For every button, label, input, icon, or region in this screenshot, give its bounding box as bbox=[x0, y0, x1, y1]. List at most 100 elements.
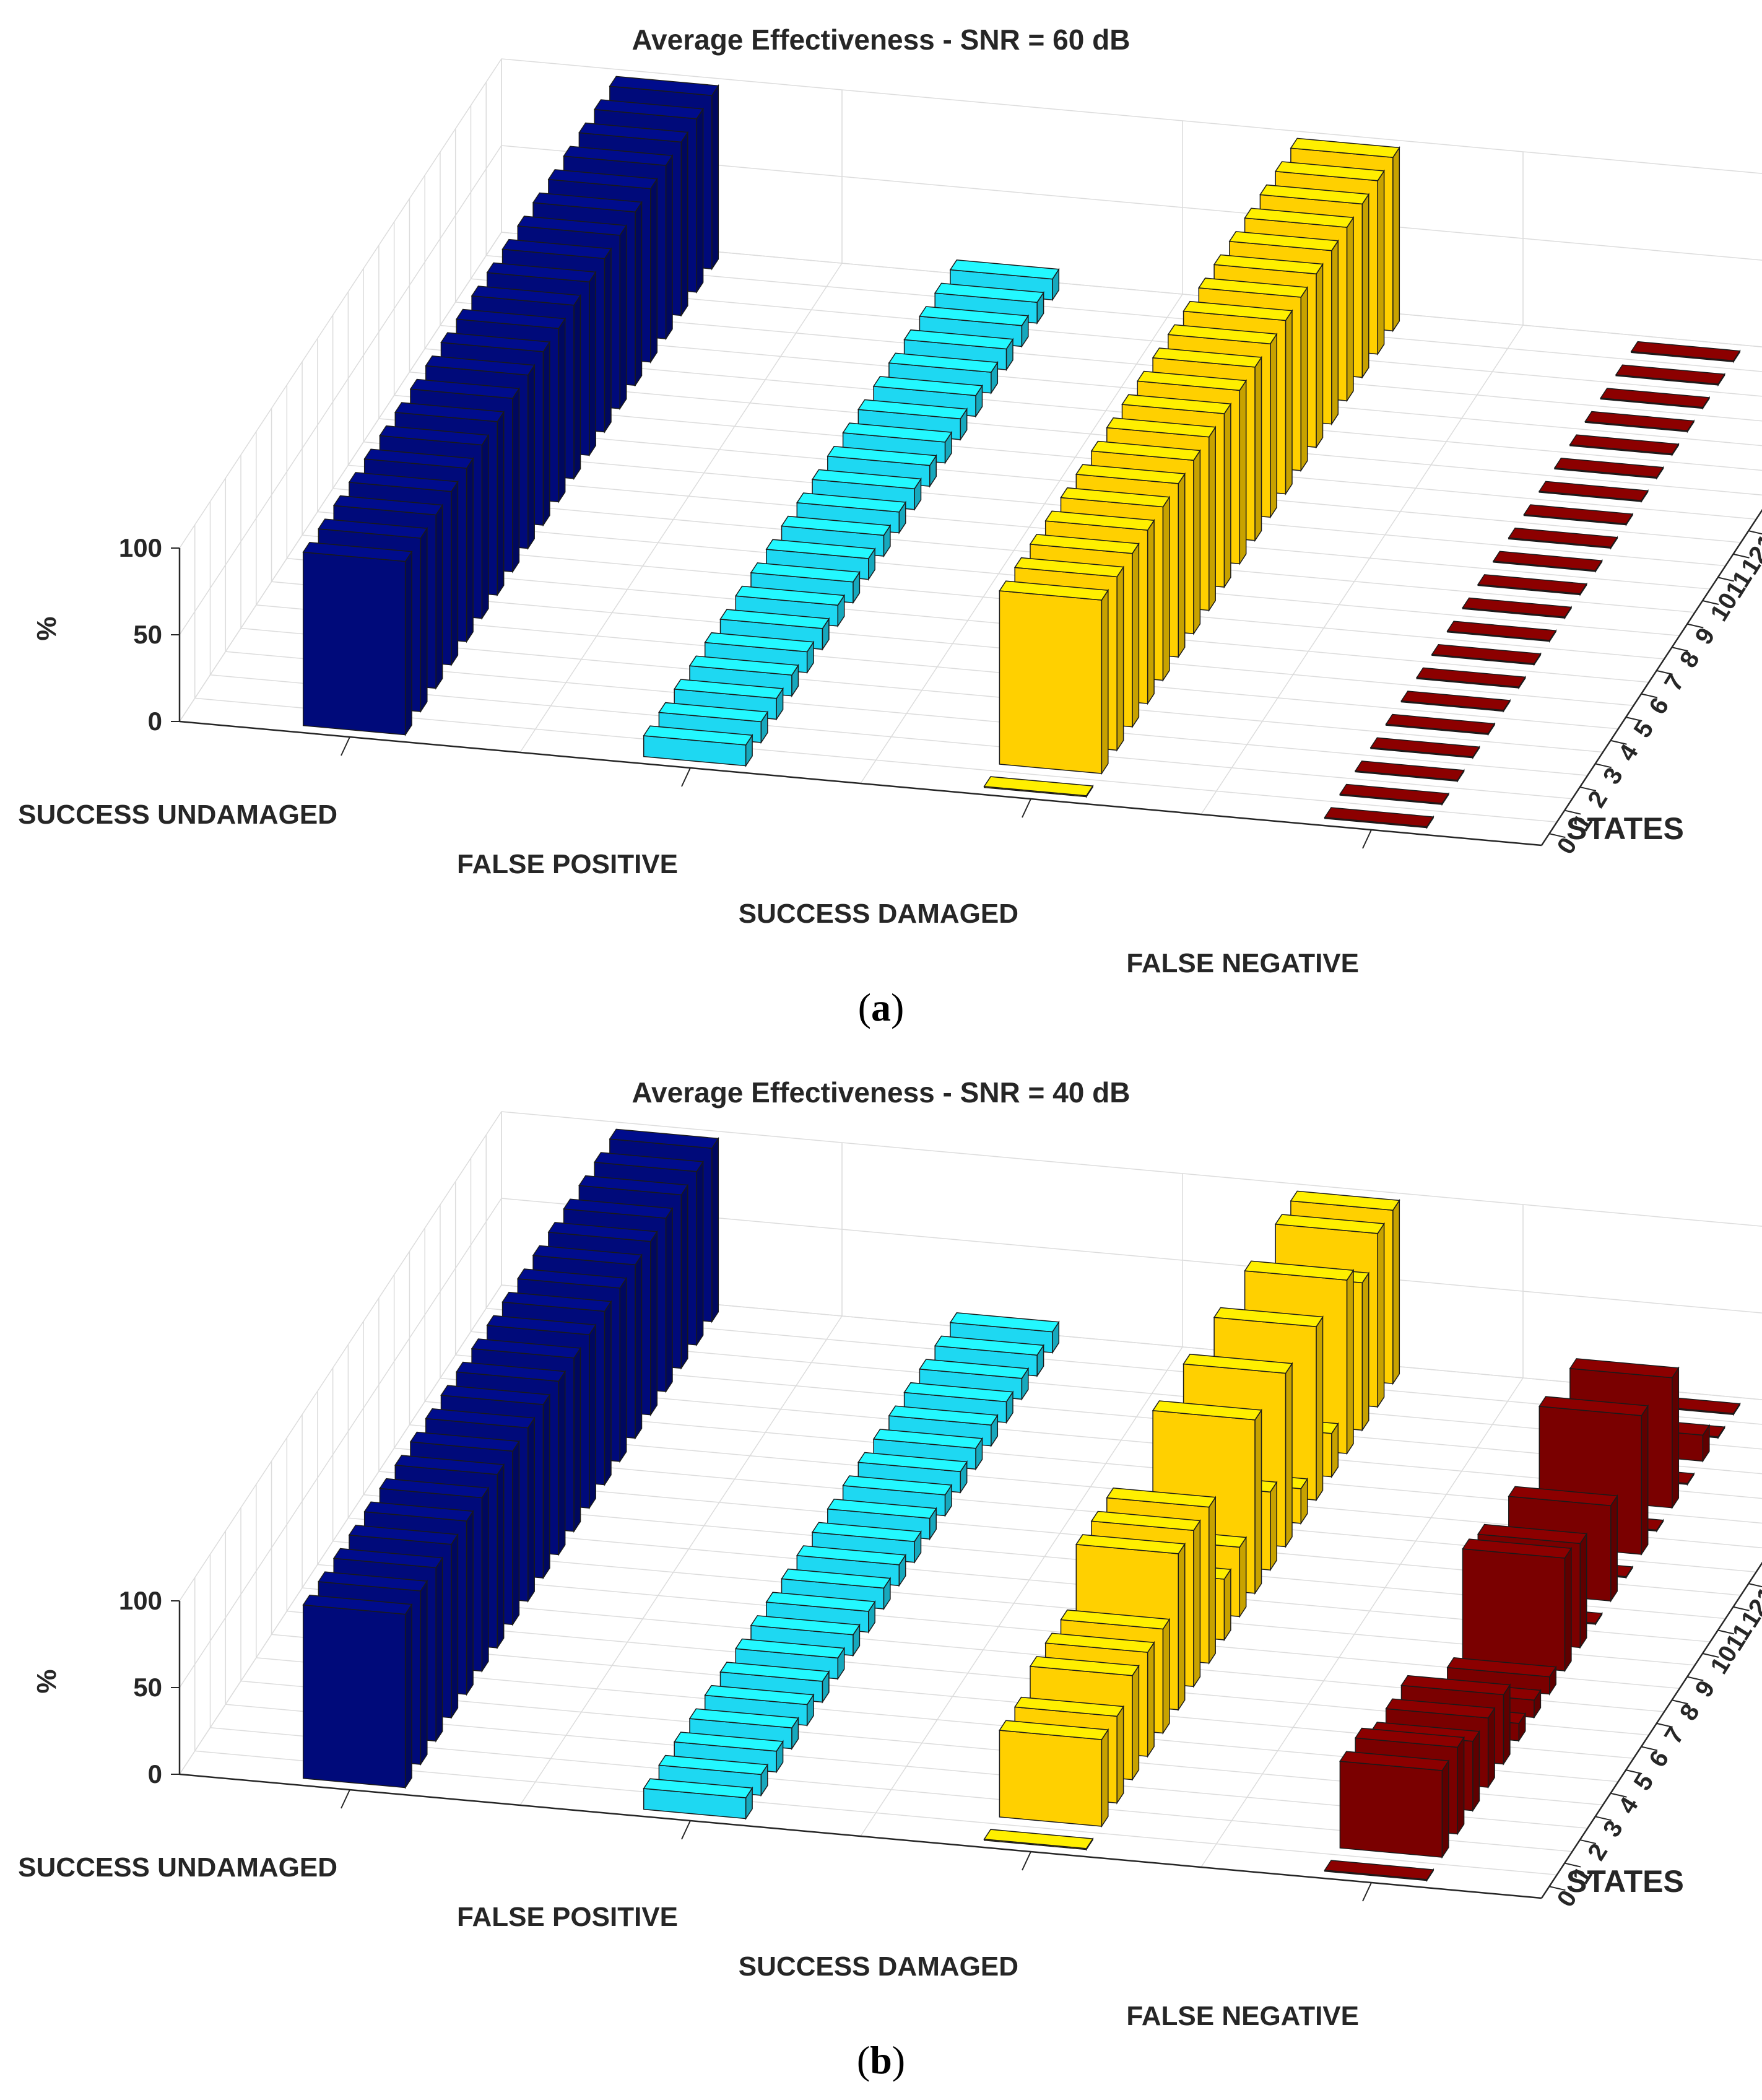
bar-top-face bbox=[1385, 1698, 1496, 1719]
bar-side-face bbox=[1377, 1222, 1385, 1409]
bar-top-face bbox=[704, 1684, 815, 1706]
bar-top-face bbox=[1477, 574, 1588, 595]
states-axis-label: STATES bbox=[1566, 1864, 1684, 1899]
bar-side-face bbox=[711, 84, 719, 271]
bar-side-face bbox=[404, 1603, 412, 1790]
bar-side-face bbox=[696, 1160, 704, 1347]
floor-gridline-category bbox=[179, 232, 502, 722]
bar-top-face bbox=[578, 1175, 689, 1196]
chart-a: Average Effectiveness - SNR = 60 dB 0 50 10… bbox=[18, 24, 1762, 978]
bar-top-face bbox=[1060, 487, 1171, 508]
bar-top-face bbox=[532, 192, 643, 213]
bar-side-face bbox=[1392, 1198, 1400, 1385]
chart-title: Average Effectiveness - SNR = 60 dB bbox=[632, 24, 1131, 56]
bar-side-face bbox=[1457, 1736, 1465, 1836]
state-tick-mark bbox=[1702, 1653, 1719, 1658]
bar-top-face bbox=[673, 1732, 784, 1752]
bar-side-face bbox=[1285, 1362, 1293, 1549]
bar-side-face bbox=[451, 1533, 459, 1720]
state-tick-mark bbox=[1579, 1839, 1597, 1844]
bar-top-face bbox=[781, 515, 892, 536]
bar-top-face bbox=[302, 1595, 413, 1615]
bar-success-damaged-state-0 bbox=[983, 776, 1094, 799]
bar-side-face bbox=[635, 200, 643, 387]
bar-side-face bbox=[435, 503, 443, 690]
bar-side-face bbox=[1361, 193, 1369, 379]
state-tick-label: 9 bbox=[1690, 1676, 1721, 1702]
bar-top-face bbox=[409, 378, 520, 399]
bar-side-face bbox=[1346, 216, 1354, 403]
bar-top-face bbox=[1354, 1727, 1465, 1748]
bar-side-face bbox=[573, 294, 581, 481]
bar-side-face bbox=[635, 1253, 643, 1440]
bar-top-face bbox=[471, 1338, 581, 1359]
bar-top-face bbox=[857, 1452, 968, 1473]
bar-side-face bbox=[512, 1439, 520, 1626]
bar-top-face bbox=[1339, 1751, 1450, 1771]
z-tick-label: 0 bbox=[148, 1759, 162, 1788]
state-tick-mark bbox=[1610, 739, 1627, 745]
bar-top-face bbox=[1400, 1675, 1511, 1696]
bar-top-face bbox=[1152, 1400, 1262, 1421]
bar-false-negative-state-6 bbox=[1415, 667, 1527, 690]
bar-top-face bbox=[593, 99, 704, 120]
state-tick-label: 3 bbox=[1598, 763, 1628, 789]
state-tick-label: 6 bbox=[1644, 693, 1674, 719]
bar-top-face bbox=[547, 1222, 658, 1242]
bar-top-face bbox=[781, 1568, 892, 1589]
bar-top-face bbox=[332, 1548, 443, 1569]
category-tick-label: FALSE POSITIVE bbox=[457, 1902, 678, 1932]
state-tick-mark bbox=[1687, 1676, 1704, 1681]
bar-side-face bbox=[680, 131, 688, 317]
bar-top-face bbox=[1431, 644, 1542, 664]
bar-false-negative-state-7 bbox=[1431, 644, 1542, 666]
bar-top-face bbox=[363, 1501, 474, 1522]
bar-top-face bbox=[1183, 300, 1293, 321]
bar-false-negative-state-10 bbox=[1477, 574, 1588, 596]
bar-side-face bbox=[1254, 355, 1262, 542]
state-tick-label: 2 bbox=[1582, 786, 1613, 813]
bar-top-face bbox=[1106, 417, 1217, 438]
state-tick-mark bbox=[1672, 1699, 1688, 1705]
z-tick-label: 50 bbox=[133, 620, 162, 649]
bar-top-face bbox=[734, 585, 846, 606]
bar-top-face bbox=[563, 1198, 674, 1219]
bar-side-face bbox=[466, 456, 474, 643]
bar-side-face bbox=[1300, 285, 1308, 473]
bar-false-negative-state-3 bbox=[1369, 737, 1480, 760]
bar-side-face bbox=[542, 1393, 550, 1580]
bar-top-face bbox=[888, 1405, 999, 1426]
state-tick-mark bbox=[1549, 1886, 1566, 1891]
bar-top-face bbox=[1369, 737, 1480, 757]
bar-side-face bbox=[650, 1230, 658, 1417]
bar-false-negative-state-16 bbox=[1569, 434, 1680, 457]
bar-side-face bbox=[1223, 402, 1231, 589]
bar-side-face bbox=[1377, 169, 1385, 356]
bar-top-face bbox=[563, 146, 674, 166]
bar-top-face bbox=[1090, 1510, 1201, 1531]
bar-top-face bbox=[379, 1478, 490, 1499]
state-tick-label: 7 bbox=[1659, 1722, 1690, 1748]
bar-side-face bbox=[589, 1323, 596, 1510]
state-tick-label: 5 bbox=[1629, 717, 1659, 743]
bar-top-face bbox=[1259, 184, 1370, 205]
bar-false-negative-state-1 bbox=[1339, 783, 1450, 806]
bar-top-face bbox=[949, 259, 1060, 280]
bar-top-face bbox=[983, 1829, 1094, 1849]
state-tick-label: 7 bbox=[1659, 669, 1690, 695]
bar-top-face bbox=[348, 472, 459, 492]
bar-false-negative-state-2 bbox=[1354, 760, 1465, 783]
bar-top-face bbox=[425, 355, 536, 376]
floor-gridline-category bbox=[860, 294, 1183, 784]
bar-top-face bbox=[1044, 1632, 1155, 1653]
bar-top-face bbox=[1136, 370, 1248, 391]
category-tick-mark bbox=[1362, 829, 1372, 849]
bar-side-face bbox=[1162, 495, 1170, 682]
bar-front-face bbox=[302, 1604, 406, 1788]
bar-top-face bbox=[750, 1615, 861, 1636]
bar-success-damaged-state-1 bbox=[999, 1720, 1109, 1828]
bar-side-face bbox=[619, 224, 627, 411]
bar-top-face bbox=[658, 1754, 769, 1775]
bar-top-face bbox=[302, 542, 413, 562]
bar-top-face bbox=[1013, 557, 1124, 578]
